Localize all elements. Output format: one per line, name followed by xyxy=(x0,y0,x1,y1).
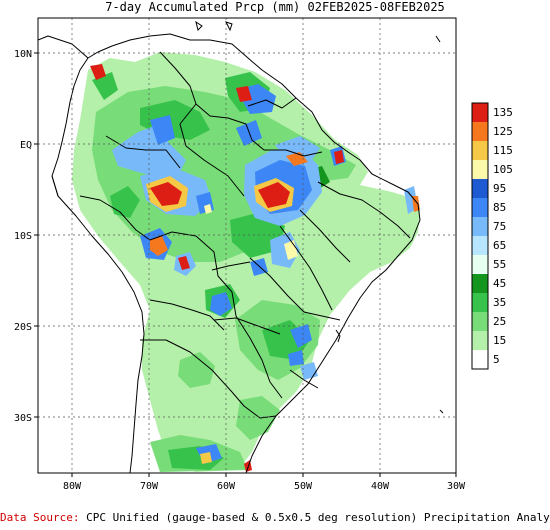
lon-tick-label: 50W xyxy=(294,481,313,492)
legend-swatch xyxy=(472,103,488,122)
legend-swatch xyxy=(472,293,488,312)
legend-label: 45 xyxy=(493,277,506,290)
map-borders xyxy=(38,33,441,473)
lat-tick-label: 10N xyxy=(14,49,32,60)
graticule xyxy=(38,18,456,473)
legend-label: 5 xyxy=(493,353,500,366)
legend-swatch xyxy=(472,312,488,331)
precip-field-maxima xyxy=(90,64,420,472)
legend-label: 55 xyxy=(493,258,506,271)
legend-swatch xyxy=(472,160,488,179)
legend-swatch xyxy=(472,198,488,217)
lat-tick-label: 10S xyxy=(14,231,32,242)
map-title: 7-day Accumulated Prcp (mm) 02FEB2025-08… xyxy=(105,0,445,14)
data-source-label: Data Source: xyxy=(0,511,80,524)
data-source-note: Data Source: CPC Unified (gauge-based & … xyxy=(0,511,550,524)
map-frame xyxy=(37,17,457,474)
lon-tick-label: 30W xyxy=(447,481,466,492)
legend-swatch xyxy=(472,122,488,141)
legend-swatch xyxy=(472,350,488,369)
lon-axis: 80W 70W 60W 50W 40W 30W xyxy=(63,473,466,492)
islands xyxy=(195,20,444,414)
legend-swatch xyxy=(472,331,488,350)
legend-label: 15 xyxy=(493,334,506,347)
lon-tick-label: 80W xyxy=(63,481,82,492)
legend-label: 125 xyxy=(493,125,513,138)
legend-swatch xyxy=(472,217,488,236)
lat-tick-label: EQ xyxy=(20,140,32,151)
data-source-text: CPC Unified (gauge-based & 0.5x0.5 deg r… xyxy=(79,511,550,524)
legend-label: 35 xyxy=(493,296,506,309)
lon-tick-label: 70W xyxy=(140,481,159,492)
legend-frame xyxy=(471,102,489,370)
legend-label: 95 xyxy=(493,182,506,195)
legend-label: 135 xyxy=(493,106,513,119)
map-plot-area xyxy=(38,18,456,473)
lat-axis: 10N EQ 10S 20S 30S xyxy=(14,49,38,424)
legend-swatch xyxy=(472,236,488,255)
legend-label: 25 xyxy=(493,315,506,328)
legend-swatch xyxy=(472,274,488,293)
legend-label: 65 xyxy=(493,239,506,252)
precip-legend: 135 125 115 105 95 85 75 65 55 45 35 25 15 5 xyxy=(471,102,513,370)
lon-tick-label: 60W xyxy=(217,481,236,492)
lat-tick-label: 30S xyxy=(14,413,32,424)
lat-tick-label: 20S xyxy=(14,322,32,333)
lon-tick-label: 40W xyxy=(371,481,390,492)
legend-label: 105 xyxy=(493,163,513,176)
legend-label: 75 xyxy=(493,220,506,233)
legend-swatch xyxy=(472,179,488,198)
legend-label: 85 xyxy=(493,201,506,214)
legend-swatch xyxy=(472,141,488,160)
legend-label: 115 xyxy=(493,144,513,157)
legend-swatch xyxy=(472,255,488,274)
